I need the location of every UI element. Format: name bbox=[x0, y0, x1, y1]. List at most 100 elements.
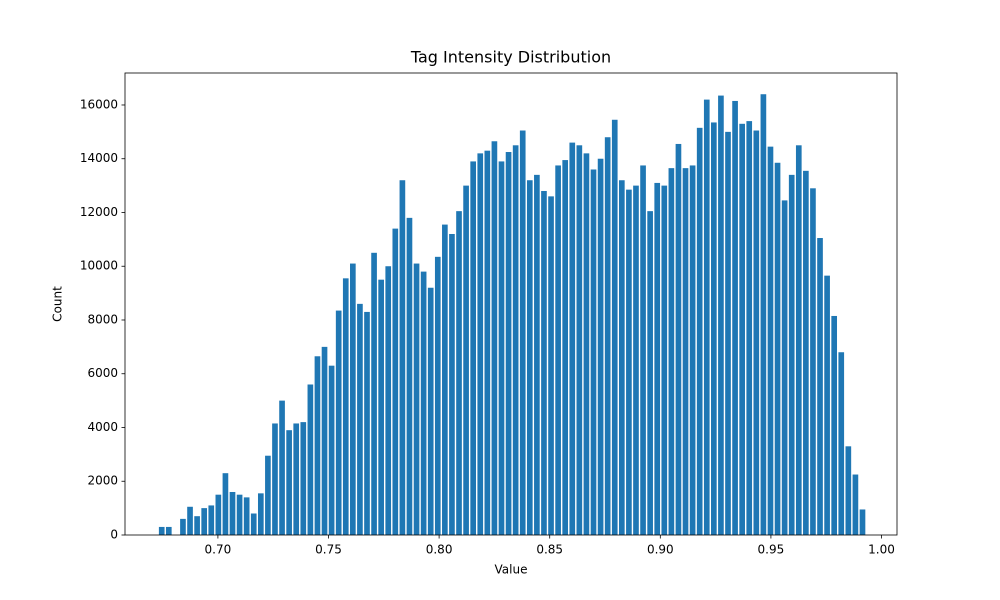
bar bbox=[668, 168, 675, 535]
bar bbox=[265, 455, 271, 535]
y-axis-label: Count bbox=[51, 286, 65, 322]
bar bbox=[640, 165, 646, 536]
bar bbox=[456, 211, 462, 535]
bar bbox=[576, 145, 583, 535]
bar bbox=[350, 263, 356, 535]
bar bbox=[541, 190, 547, 536]
bar bbox=[328, 365, 335, 535]
bar bbox=[342, 278, 349, 535]
bar bbox=[675, 143, 682, 535]
x-tick-label: 0.80 bbox=[426, 543, 453, 557]
y-tick-label: 6000 bbox=[87, 366, 118, 380]
bar bbox=[491, 141, 498, 536]
y-tick-label: 16000 bbox=[80, 97, 118, 111]
axes-frame bbox=[124, 72, 898, 536]
bar bbox=[201, 508, 208, 535]
y-tick-label: 2000 bbox=[87, 474, 118, 488]
bar bbox=[788, 174, 795, 535]
bar bbox=[406, 217, 413, 535]
bar bbox=[434, 256, 441, 535]
bar bbox=[236, 494, 243, 535]
bar bbox=[470, 161, 477, 535]
bar bbox=[633, 185, 639, 535]
bar bbox=[512, 145, 519, 535]
bar bbox=[449, 233, 455, 535]
bar bbox=[519, 130, 526, 535]
bar bbox=[463, 185, 469, 535]
bar bbox=[746, 121, 753, 535]
bar bbox=[378, 279, 384, 535]
bar bbox=[562, 160, 569, 535]
bar bbox=[477, 153, 484, 536]
bar bbox=[215, 494, 222, 535]
bar bbox=[208, 505, 215, 535]
bar bbox=[442, 224, 448, 535]
x-tick-label: 1.00 bbox=[868, 543, 895, 557]
bar bbox=[229, 491, 236, 535]
bar bbox=[859, 509, 866, 535]
bar bbox=[803, 170, 809, 535]
x-tick-label: 0.90 bbox=[647, 543, 674, 557]
bar bbox=[583, 153, 590, 536]
bar bbox=[718, 95, 724, 535]
bar bbox=[187, 506, 193, 535]
bar bbox=[753, 130, 760, 535]
bar bbox=[611, 119, 618, 535]
bar bbox=[817, 238, 823, 535]
y-tick-label: 10000 bbox=[80, 259, 118, 273]
bar bbox=[626, 189, 632, 536]
bar bbox=[222, 473, 229, 535]
bar bbox=[413, 263, 420, 535]
bar bbox=[300, 422, 307, 535]
bar bbox=[371, 252, 377, 536]
bar bbox=[498, 161, 505, 535]
bar bbox=[590, 169, 597, 535]
bar bbox=[548, 196, 554, 535]
y-tick-label: 4000 bbox=[87, 420, 118, 434]
bar bbox=[696, 127, 703, 536]
bar bbox=[760, 94, 767, 535]
bar bbox=[711, 122, 717, 536]
bar bbox=[767, 146, 774, 535]
bar bbox=[824, 275, 830, 535]
bar bbox=[732, 100, 738, 535]
bar bbox=[682, 168, 689, 535]
x-tick-label: 0.85 bbox=[536, 543, 563, 557]
bar bbox=[739, 123, 745, 536]
bar bbox=[569, 142, 576, 535]
bar bbox=[307, 384, 314, 535]
bar bbox=[194, 516, 200, 535]
bar bbox=[243, 497, 250, 535]
bar bbox=[314, 356, 321, 535]
bar bbox=[279, 400, 285, 535]
bar bbox=[158, 526, 165, 535]
bar bbox=[272, 423, 278, 535]
bar bbox=[795, 145, 802, 535]
bar bbox=[774, 162, 781, 535]
bar bbox=[250, 513, 257, 535]
bar bbox=[427, 287, 434, 535]
bar bbox=[526, 180, 533, 535]
x-axis-label: Value bbox=[495, 563, 528, 577]
y-tick-label: 0 bbox=[110, 528, 118, 542]
bar bbox=[831, 315, 838, 535]
y-tick-label: 14000 bbox=[80, 151, 118, 165]
bar bbox=[703, 99, 710, 535]
bar bbox=[810, 188, 816, 535]
bar bbox=[180, 518, 186, 535]
bar bbox=[604, 137, 611, 535]
bar bbox=[392, 228, 399, 536]
bar bbox=[420, 271, 427, 535]
bar bbox=[364, 311, 370, 535]
bar bbox=[399, 180, 406, 535]
bar bbox=[335, 310, 342, 535]
x-tick-label: 0.95 bbox=[758, 543, 785, 557]
bar bbox=[838, 352, 845, 535]
chart-title: Tag Intensity Distribution bbox=[410, 48, 611, 67]
bar bbox=[647, 211, 653, 535]
bar bbox=[293, 423, 300, 535]
bar bbox=[165, 526, 172, 535]
bar bbox=[357, 303, 363, 535]
bar bbox=[654, 182, 661, 535]
